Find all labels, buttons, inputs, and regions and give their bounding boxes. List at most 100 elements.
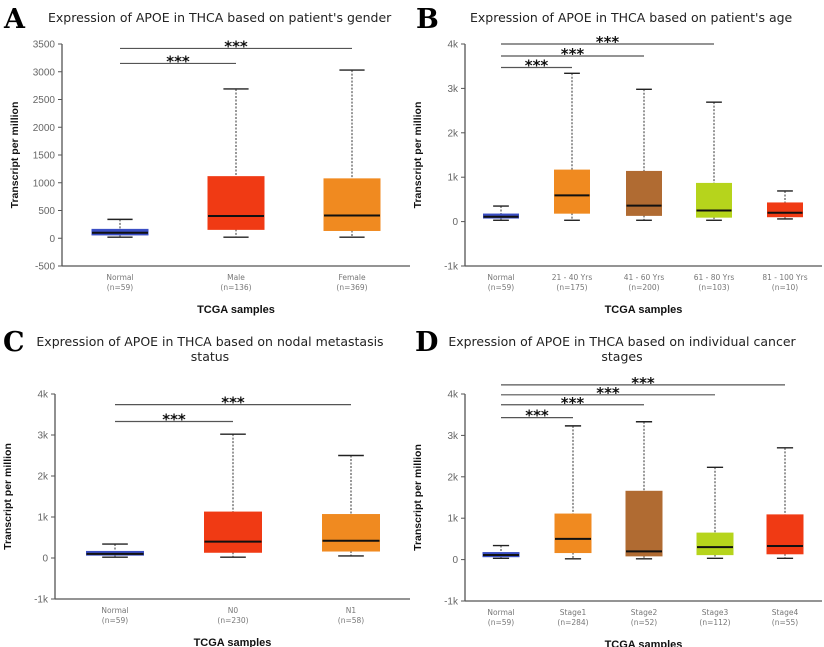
panel-d: D Expression of APOE in THCA based on ind… bbox=[412, 327, 822, 647]
y-tick-label: 3000 bbox=[33, 67, 56, 78]
y-tick-label: 1000 bbox=[33, 178, 56, 189]
category-label: Male bbox=[227, 273, 245, 282]
x-axis-label: TCGA samples bbox=[605, 304, 683, 316]
significance-label: *** bbox=[525, 57, 549, 75]
y-tick-label: 4k bbox=[447, 40, 459, 51]
iqr-box bbox=[696, 182, 732, 218]
y-tick-label: -500 bbox=[35, 262, 55, 273]
category-n-label: (n=369) bbox=[336, 283, 367, 292]
box-81-100-yrs bbox=[767, 190, 803, 220]
significance-label: *** bbox=[596, 33, 620, 51]
category-label: Stage2 bbox=[631, 608, 658, 617]
significance-label: *** bbox=[561, 394, 585, 412]
panel-letter: C bbox=[3, 327, 25, 358]
y-axis-label: Transcript per million bbox=[412, 102, 424, 209]
box-normal bbox=[86, 543, 144, 558]
significance-label: *** bbox=[631, 374, 655, 392]
box-stage2 bbox=[625, 421, 663, 560]
box-stage3 bbox=[696, 466, 734, 560]
category-n-label: (n=10) bbox=[772, 283, 799, 292]
category-label: Normal bbox=[487, 608, 514, 617]
y-tick-label: -1k bbox=[444, 262, 459, 273]
box-female bbox=[323, 69, 381, 238]
y-tick-label: 2500 bbox=[33, 95, 56, 106]
iqr-box bbox=[554, 169, 590, 214]
category-label: Stage1 bbox=[560, 608, 587, 617]
category-n-label: (n=58) bbox=[338, 616, 365, 625]
category-label: N0 bbox=[228, 606, 239, 615]
y-axis-label: Transcript per million bbox=[2, 443, 14, 550]
panel-letter: B bbox=[416, 4, 439, 35]
iqr-box bbox=[766, 514, 804, 555]
y-tick-label: 2k bbox=[447, 472, 459, 483]
category-label: 81 - 100 Yrs bbox=[762, 273, 807, 282]
chart-title: Expression of APOE in THCA based on indi… bbox=[448, 334, 796, 349]
box-stage1 bbox=[554, 425, 592, 560]
category-n-label: (n=55) bbox=[772, 618, 799, 627]
category-n-label: (n=59) bbox=[107, 283, 134, 292]
box-21-40-yrs bbox=[554, 72, 590, 221]
category-label: Normal bbox=[487, 273, 514, 282]
chart-title: status bbox=[191, 349, 229, 364]
category-label: Female bbox=[338, 273, 366, 282]
chart-title: stages bbox=[601, 349, 642, 364]
y-tick-label: 0 bbox=[49, 234, 55, 245]
iqr-box bbox=[204, 511, 262, 553]
significance-label: *** bbox=[561, 45, 585, 63]
iqr-box bbox=[625, 490, 663, 557]
box-n0 bbox=[204, 433, 262, 558]
y-tick-label: 3k bbox=[37, 431, 49, 442]
panel-c: C Expression of APOE in THCA based on nod… bbox=[2, 327, 410, 647]
y-tick-label: 2k bbox=[447, 128, 459, 139]
iqr-box bbox=[767, 202, 803, 218]
category-label: Normal bbox=[106, 273, 133, 282]
x-axis-label: TCGA samples bbox=[197, 304, 275, 316]
y-tick-label: 3k bbox=[447, 84, 459, 95]
category-n-label: (n=59) bbox=[102, 616, 129, 625]
significance-label: *** bbox=[221, 394, 245, 412]
y-tick-label: 500 bbox=[38, 206, 55, 217]
chart-title: Expression of APOE in THCA based on pati… bbox=[470, 10, 793, 25]
panel-letter: D bbox=[415, 327, 438, 358]
iqr-box bbox=[626, 170, 662, 216]
panel-b: B Expression of APOE in THCA based on pat… bbox=[412, 4, 822, 316]
box-61-80-yrs bbox=[696, 101, 732, 221]
category-label: Stage4 bbox=[772, 608, 799, 617]
panel-a: A Expression of APOE in THCA based on pat… bbox=[3, 4, 410, 316]
y-tick-label: 0 bbox=[42, 554, 48, 565]
significance-label: *** bbox=[166, 52, 190, 70]
significance-label: *** bbox=[162, 410, 186, 428]
box-n1 bbox=[322, 454, 380, 557]
box-41-60-yrs bbox=[626, 88, 662, 221]
y-tick-label: 1k bbox=[37, 513, 49, 524]
category-label: Stage3 bbox=[702, 608, 729, 617]
y-axis-label: Transcript per million bbox=[9, 102, 21, 209]
y-tick-label: 2000 bbox=[33, 123, 56, 134]
category-n-label: (n=112) bbox=[699, 618, 730, 627]
y-tick-label: 1k bbox=[447, 173, 459, 184]
iqr-box bbox=[322, 514, 380, 552]
y-tick-label: -1k bbox=[34, 595, 49, 606]
box-male bbox=[207, 88, 265, 238]
iqr-box bbox=[323, 178, 381, 231]
box-stage4 bbox=[766, 447, 804, 560]
box-normal bbox=[483, 205, 519, 221]
category-n-label: (n=52) bbox=[631, 618, 658, 627]
category-n-label: (n=284) bbox=[557, 618, 588, 627]
y-tick-label: 3k bbox=[447, 431, 459, 442]
category-n-label: (n=59) bbox=[488, 618, 515, 627]
category-n-label: (n=175) bbox=[556, 283, 587, 292]
y-tick-label: 1500 bbox=[33, 151, 56, 162]
x-axis-label: TCGA samples bbox=[605, 639, 683, 647]
category-label: 61 - 80 Yrs bbox=[694, 273, 735, 282]
category-n-label: (n=136) bbox=[220, 283, 251, 292]
iqr-box bbox=[696, 532, 734, 556]
category-label: 21 - 40 Yrs bbox=[552, 273, 593, 282]
x-axis-label: TCGA samples bbox=[194, 637, 272, 647]
y-tick-label: 4k bbox=[37, 390, 49, 401]
y-tick-label: -1k bbox=[444, 597, 459, 608]
box-normal bbox=[91, 218, 149, 238]
category-n-label: (n=103) bbox=[698, 283, 729, 292]
chart-title: Expression of APOE in THCA based on pati… bbox=[48, 10, 392, 25]
